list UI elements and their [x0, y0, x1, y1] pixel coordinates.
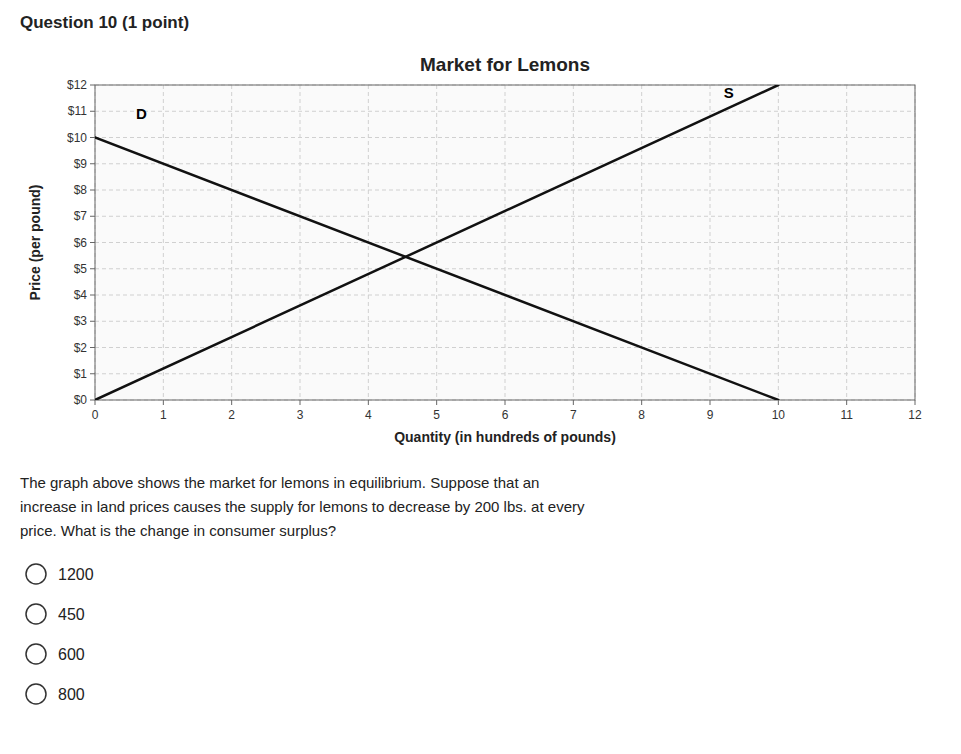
y-tick-label: $0 — [74, 393, 88, 407]
y-tick — [90, 242, 95, 243]
x-tick-label: 7 — [570, 408, 577, 422]
y-tick — [90, 295, 95, 296]
x-tick — [573, 400, 574, 405]
y-grid-line — [95, 321, 915, 322]
y-tick-label: $8 — [74, 183, 88, 197]
x-tick — [436, 400, 437, 405]
lines — [95, 85, 778, 400]
x-tick — [710, 400, 711, 405]
chart-title: Market for Lemons — [420, 54, 590, 75]
y-tick — [90, 137, 95, 138]
x-tick-label: 8 — [638, 408, 645, 422]
y-tick-label: $9 — [74, 157, 88, 171]
y-axis-label: Price (per pound) — [27, 185, 43, 301]
radio-button[interactable] — [26, 564, 46, 584]
series-line — [95, 85, 778, 400]
y-tick-label: $6 — [74, 236, 88, 250]
question-text: The graph above shows the market for lem… — [20, 474, 539, 491]
x-tick — [95, 400, 96, 405]
x-tick-label: 6 — [502, 408, 509, 422]
y-tick-label: $12 — [67, 78, 87, 92]
x-tick — [915, 400, 916, 405]
x-tick-label: 1 — [160, 408, 167, 422]
y-grid-line — [95, 111, 915, 112]
chart-svg: Question 10 (1 point) Market for Lemons 0 1… — [0, 0, 961, 754]
y-grid-line — [95, 163, 915, 164]
x-tick-label: 9 — [707, 408, 714, 422]
choice-label: 600 — [58, 646, 85, 663]
y-grid-line — [95, 242, 915, 243]
y-tick-label: $1 — [74, 367, 88, 381]
x-tick-label: 12 — [908, 408, 922, 422]
x-tick-label: 3 — [297, 408, 304, 422]
y-tick-label: $2 — [74, 341, 88, 355]
choice-label: 800 — [58, 686, 85, 703]
x-tick — [505, 400, 506, 405]
y-tick-label: $7 — [74, 209, 88, 223]
grid — [95, 85, 915, 400]
y-tick — [90, 85, 95, 86]
x-tick-label: 0 — [92, 408, 99, 422]
x-grid-line — [710, 85, 711, 400]
y-tick — [90, 216, 95, 217]
x-tick — [163, 400, 164, 405]
x-tick — [368, 400, 369, 405]
radio-button[interactable] — [26, 644, 46, 664]
y-tick-label: $4 — [74, 288, 88, 302]
question-header: Question 10 (1 point) — [20, 13, 189, 32]
x-tick-label: 10 — [772, 408, 786, 422]
y-tick — [90, 321, 95, 322]
series-line — [95, 138, 778, 401]
y-tick — [90, 190, 95, 191]
y-tick — [90, 373, 95, 374]
choice-label: 450 — [58, 606, 85, 623]
x-axis-label: Quantity (in hundreds of pounds) — [394, 429, 616, 445]
y-tick-label: $3 — [74, 314, 88, 328]
y-grid-line — [95, 216, 915, 217]
axes: 0123456789101112$0$1$2$3$4$5$6$7$8$9$10$… — [67, 78, 922, 422]
y-tick — [90, 163, 95, 164]
x-tick — [846, 400, 847, 405]
y-tick — [90, 400, 95, 401]
radio-button[interactable] — [26, 684, 46, 704]
x-tick-label: 2 — [228, 408, 235, 422]
question-text: increase in land prices causes the suppl… — [20, 498, 585, 515]
y-tick-label: $5 — [74, 262, 88, 276]
line-annotation: S — [724, 84, 734, 101]
y-tick — [90, 268, 95, 269]
x-grid-line — [163, 85, 164, 400]
x-tick-label: 4 — [365, 408, 372, 422]
x-tick — [300, 400, 301, 405]
plot-background — [95, 85, 915, 400]
line-annotation: D — [136, 105, 147, 122]
question-text: price. What is the change in consumer su… — [20, 522, 336, 539]
y-grid-line — [95, 190, 915, 191]
y-tick — [90, 347, 95, 348]
x-tick — [778, 400, 779, 405]
x-tick-label: 5 — [433, 408, 440, 422]
choice-label: 1200 — [58, 566, 94, 583]
y-grid-line — [95, 268, 915, 269]
y-grid-line — [95, 137, 915, 138]
x-tick-label: 11 — [840, 408, 853, 422]
radio-button[interactable] — [26, 604, 46, 624]
x-tick — [231, 400, 232, 405]
y-tick — [90, 111, 95, 112]
y-grid-line — [95, 347, 915, 348]
y-grid-line — [95, 373, 915, 374]
page-root: Question 10 (1 point) Market for Lemons 0 1… — [0, 0, 961, 754]
plot-frame — [95, 85, 915, 400]
y-tick-label: $10 — [67, 131, 87, 145]
y-tick-label: $11 — [68, 104, 87, 118]
x-tick — [641, 400, 642, 405]
